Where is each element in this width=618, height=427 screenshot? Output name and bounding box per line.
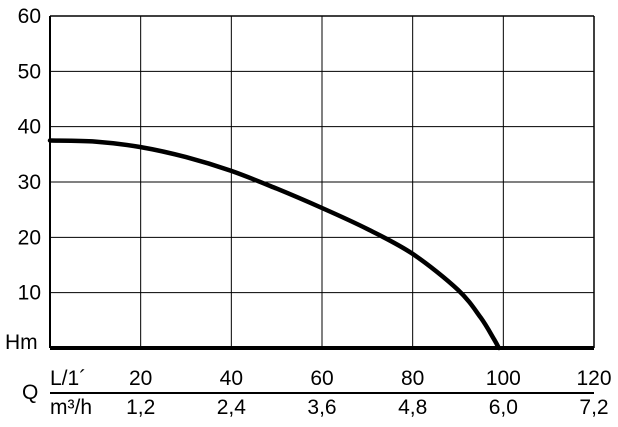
y-axis-label: Hm (5, 331, 38, 354)
y-tick-labels: 10 20 30 40 50 60 (18, 5, 41, 305)
y-tick-label: 50 (18, 60, 41, 83)
x-axis-rows: L/1´ 20 40 60 80 100 120 m³/h 1,2 2,4 3,6 4,8 6,0 7,2 (50, 367, 612, 419)
x-tick-label: 20 (129, 367, 152, 390)
y-tick-label: 20 (18, 226, 41, 249)
y-tick-label: 30 (18, 171, 41, 194)
x-tick-label: 100 (486, 367, 521, 390)
chart-axes (49, 15, 595, 394)
y-tick-label: 60 (18, 5, 41, 28)
y-tick-label: 40 (18, 116, 41, 139)
x-tick-label: 2,4 (217, 396, 247, 419)
x-unit-label: m³/h (50, 396, 92, 419)
x-tick-label: 4,8 (398, 396, 427, 419)
x-tick-label: 60 (310, 367, 333, 390)
x-tick-label: 6,0 (489, 396, 518, 419)
pump-curve-line (47, 138, 502, 351)
x-unit-label: L/1´ (50, 367, 86, 390)
x-tick-label: 120 (576, 367, 611, 390)
y-tick-label: 10 (18, 282, 41, 305)
chart-grid (50, 16, 594, 348)
x-tick-label: 80 (401, 367, 424, 390)
x-tick-label: 7,2 (579, 396, 608, 419)
x-tick-label: 1,2 (126, 396, 155, 419)
x-tick-label: 40 (220, 367, 243, 390)
x-tick-label: 3,6 (307, 396, 336, 419)
x-axis-label: Q (22, 381, 38, 404)
